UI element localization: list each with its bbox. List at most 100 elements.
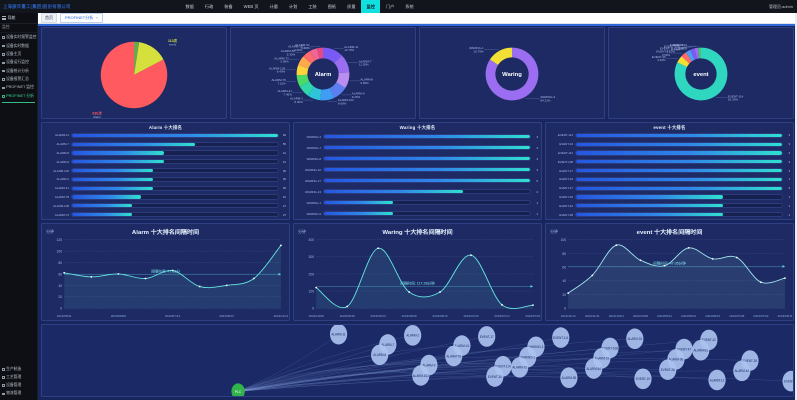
graph-node[interactable]: ALARM-33 (626, 328, 644, 350)
brand-title: 上海振华重工(集团)股份有限公司 (3, 3, 71, 9)
nav-item-0[interactable]: 数据 (185, 3, 194, 9)
graph-node[interactable]: ALARM-55 (560, 367, 578, 388)
tab-home[interactable]: 首页 (41, 12, 57, 24)
bullet-icon (2, 392, 5, 396)
y-tick-2: 200 (308, 272, 314, 276)
x-tick-7: 2023/07/01 (525, 314, 540, 318)
graph-node[interactable]: ALARM-44 (733, 360, 751, 382)
nav-item-11[interactable]: 系统 (405, 3, 414, 9)
sidebar-item-6[interactable]: PROFINET 监控 (0, 84, 37, 92)
graph-node[interactable]: ALARM-8 (371, 344, 389, 366)
sidebar-item-3[interactable]: 物流管理 (2, 390, 35, 398)
nav-item-10[interactable]: 门户 (385, 3, 395, 9)
graph-node[interactable]: EVENT-55 (782, 370, 793, 392)
bar-value: 2 (536, 145, 538, 150)
bar-row: ALARM-11 92 (45, 131, 286, 140)
graph-node[interactable]: ALARM-61 (692, 339, 710, 361)
nav-item-9[interactable]: 监控 (361, 0, 381, 13)
bar-value: 5 (536, 178, 538, 183)
graph-node-label: WARING-3 (529, 345, 544, 349)
bar-fill (72, 169, 153, 173)
y-tick-1: 20 (58, 295, 62, 299)
row-network: ALARM-11 ALARM-7 ALARM-8 ALARM-9 ALARM-102 AL… (41, 324, 794, 397)
user-box[interactable]: 管理员:admin (769, 4, 797, 10)
sidebar-subheader: 监控 (0, 24, 37, 33)
graph-edge (238, 334, 339, 392)
graph-node[interactable]: ALARM-102 (412, 365, 430, 386)
callout-value-2: 9.90% (360, 81, 369, 85)
nav-item-3[interactable]: WEB 页 (243, 3, 259, 9)
sidebar-item-5[interactable]: 设备报警汇总 (0, 75, 37, 83)
bar-value: 1 (536, 211, 538, 216)
page-scrollbar[interactable] (795, 0, 797, 400)
graph-node[interactable]: ALARM-78 (445, 345, 463, 367)
graph-node[interactable]: EVENT-26 (659, 359, 677, 380)
tab-profinet-analysis[interactable]: PROFINET分析 × (60, 12, 104, 24)
bar-label: WARING-7 (306, 145, 321, 150)
x-tick-6: 2023/08/12 (705, 314, 720, 318)
graph-node-label: EVENT-38 (743, 359, 757, 363)
graph-node-label: ALARM-61 (693, 348, 708, 352)
sidebar-item-7[interactable]: PROFINET 分析 (0, 92, 37, 100)
graph-node[interactable]: ALARM-73 (511, 357, 529, 378)
nav-item-4[interactable]: 计量 (269, 3, 278, 9)
graph-node[interactable]: EVENT-19 (634, 368, 652, 390)
bar-fill (72, 177, 153, 181)
pie-value-label-1: 113次 (168, 38, 178, 43)
callout-value-8: 6.40% (277, 70, 286, 74)
bar-value: 3 (788, 168, 790, 173)
graph-node[interactable]: ALARM-12 (708, 369, 726, 391)
sidebar-item-4[interactable]: 设备统计分析 (0, 67, 37, 75)
nav-item-6[interactable]: 工装 (308, 3, 317, 9)
pie-slice-3 (685, 49, 695, 62)
pie-slice-10 (303, 50, 316, 64)
graph-node-label: EVENT-19 (636, 377, 650, 381)
data-point-0 (63, 271, 66, 274)
nav-item-2[interactable]: 装备 (224, 3, 233, 9)
graph-node[interactable]: ALARM-64 (585, 358, 603, 379)
graph-node[interactable]: EVENT-17 (478, 326, 496, 347)
sidebar-item-2[interactable]: 设备主页 (0, 50, 37, 58)
pie-slice-2 (336, 72, 350, 88)
sidebar-item-0[interactable]: 设备实时报警监控 (0, 34, 37, 42)
bar-value: 3 (788, 133, 790, 138)
pie-slice-8 (296, 64, 309, 76)
graph-node-label: ALARM-8 (373, 353, 386, 357)
close-icon[interactable]: × (95, 15, 99, 20)
graph-node-circle (412, 365, 430, 386)
graph-node-label: ALARM-11 (331, 332, 345, 336)
sidebar-header[interactable]: 导航 (0, 13, 37, 24)
sidebar-item-1[interactable]: 工艺管理 (2, 373, 35, 381)
y-tick-3: 60 (58, 272, 62, 276)
graph-node-label: EVENT-114 (495, 364, 511, 368)
graph-node[interactable]: ALARM-2 (404, 325, 422, 346)
bar-value: 27 (282, 203, 286, 208)
x-tick-5: 2023/07/30 (463, 314, 478, 318)
nav-item-7[interactable]: 图纸 (327, 3, 337, 9)
sidebar-item-3[interactable]: 设备运行监控 (0, 59, 37, 67)
bar-fill (72, 160, 164, 164)
graph-node[interactable]: EVENT-30 (486, 366, 504, 387)
graph-node[interactable]: EVENT-111 (552, 327, 570, 348)
callout-value-0: 84.21% (541, 98, 551, 102)
sidebar-item-1[interactable]: 设备实时数据 (0, 42, 37, 50)
bar-row: EVENT-42 1 (549, 201, 790, 210)
bar-value: 1 (536, 200, 538, 205)
data-point-3 (408, 291, 410, 293)
data-point-4 (663, 264, 666, 267)
bar-label: ALARM-102 (53, 168, 69, 173)
nav-item-5[interactable]: 计划 (288, 3, 298, 9)
pie-slice-1 (334, 55, 350, 73)
nav-item-8[interactable]: 质量 (347, 3, 356, 9)
sidebar-item-2[interactable]: 设备管理 (2, 382, 35, 390)
y-tick-3: 60 (562, 266, 566, 270)
graph-root-node[interactable]: PLC (231, 383, 245, 396)
graph-node[interactable]: ALARM-11 (329, 325, 348, 345)
nav-item-1[interactable]: 行政 (204, 3, 214, 9)
bar-fill (576, 169, 782, 173)
chart-network-graph: ALARM-11 ALARM-7 ALARM-8 ALARM-9 ALARM-102 AL… (42, 325, 793, 396)
bar-track (323, 177, 531, 184)
callout-value-0: 82.30% (728, 98, 738, 102)
data-point-6 (711, 257, 714, 260)
sidebar-item-0[interactable]: 生产制造 (2, 365, 35, 373)
